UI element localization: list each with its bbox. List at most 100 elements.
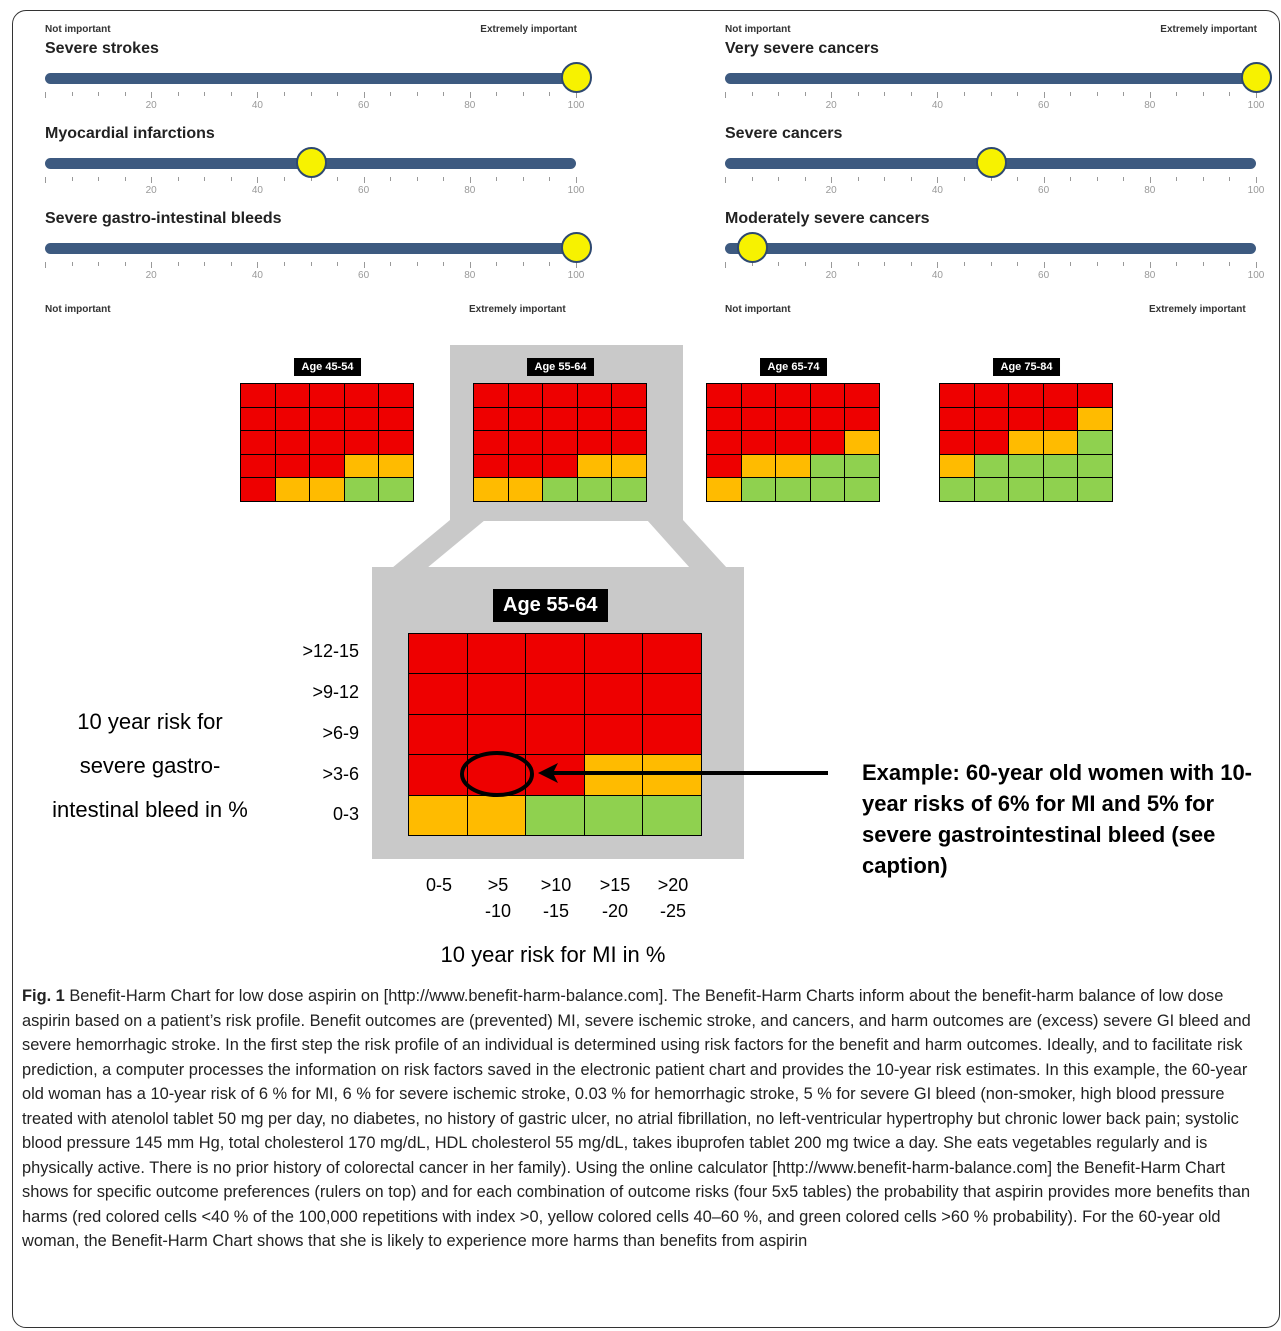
- slider-knob[interactable]: [1241, 62, 1272, 93]
- slider-knob[interactable]: [975, 147, 1007, 178]
- age-thumbnail[interactable]: Age 45-54: [240, 358, 415, 502]
- slider-severe-cancers[interactable]: Severe cancers 20 40 60 80 100: [725, 109, 1264, 205]
- slider-track[interactable]: [45, 73, 576, 84]
- slider-tick: [1229, 177, 1231, 181]
- slider-tick: [1229, 262, 1231, 266]
- col-label: 0-5: [425, 875, 452, 895]
- slider-tick: [230, 262, 232, 266]
- grid-cell: [776, 454, 810, 478]
- grid-cell: [845, 407, 879, 431]
- slider-tick-label: 20: [825, 100, 837, 111]
- extremely-important-label: Extremely important: [1160, 24, 1257, 35]
- slider-tick-label: 40: [251, 270, 263, 281]
- slider-tick: [857, 92, 859, 96]
- slider-tick: [990, 177, 992, 181]
- slider-tick: [1202, 177, 1204, 181]
- slider-tick: [443, 177, 445, 181]
- grid-cell: [241, 454, 275, 478]
- slider-tick-label: 80: [1144, 100, 1156, 111]
- grid-cell: [467, 674, 526, 714]
- slider-moderately-severe-cancers[interactable]: Moderately severe cancers 20 40 60 80 100: [725, 194, 1264, 290]
- grid-cell: [275, 431, 310, 454]
- grid-cell: [379, 407, 413, 431]
- slider-tick: [1256, 92, 1257, 98]
- grid-cell: [1043, 384, 1078, 407]
- slider-tick: [831, 262, 833, 268]
- col-label: >20 -25: [657, 875, 689, 921]
- slider-tick: [937, 262, 939, 268]
- row-label: 0-3: [332, 804, 359, 824]
- zoomed-benefit-harm-grid: [408, 633, 702, 836]
- slider-tick: [857, 262, 859, 266]
- grid-cell: [810, 478, 845, 501]
- age-thumbnail[interactable]: Age 55-64: [473, 358, 648, 502]
- grid-cell: [409, 795, 467, 835]
- slider-knob[interactable]: [561, 62, 592, 93]
- slider-track[interactable]: [725, 73, 1256, 84]
- slider-tick-label: 20: [145, 185, 157, 196]
- slider-myocardial-infarctions[interactable]: Myocardial infarctions 20 40 60 80 100: [45, 109, 584, 205]
- slider-tick-label: 100: [567, 100, 585, 111]
- row-label: >9-12: [312, 682, 359, 702]
- slider-tick: [522, 92, 524, 96]
- x-axis-title: 10 year risk for MI in %: [440, 942, 666, 967]
- grid-cell: [409, 634, 467, 674]
- slider-tick: [725, 177, 726, 183]
- not-important-label: Not important: [45, 304, 111, 315]
- grid-cell: [474, 454, 508, 478]
- thumbnail-title: Age 55-64: [526, 358, 595, 376]
- slider-tick: [522, 177, 524, 181]
- slider-tick-label: 80: [464, 100, 476, 111]
- grid-cell: [612, 431, 646, 454]
- slider-tick: [963, 92, 965, 96]
- slider-tick: [1096, 177, 1098, 181]
- slider-tick: [884, 262, 886, 266]
- slider-tick: [778, 262, 780, 266]
- age-thumbnail[interactable]: Age 75-84: [939, 358, 1114, 502]
- grid-cell: [275, 407, 310, 431]
- slider-very-severe-cancers[interactable]: Not important Extremely important Very s…: [725, 24, 1272, 120]
- slider-knob[interactable]: [295, 147, 327, 178]
- slider-tick-label: 40: [251, 100, 263, 111]
- grid-cell: [577, 478, 612, 501]
- slider-tick: [443, 262, 445, 266]
- slider-tick: [416, 92, 418, 96]
- slider-tick: [751, 177, 753, 181]
- slider-tick: [576, 92, 577, 98]
- slider-tick: [1043, 92, 1045, 98]
- slider-knob[interactable]: [736, 232, 768, 263]
- slider-tick: [549, 262, 551, 266]
- row-label: >3-6: [322, 764, 359, 784]
- grid-cell: [776, 407, 810, 431]
- grid-cell: [612, 478, 646, 501]
- grid-cell: [543, 431, 577, 454]
- slider-tick-label: 60: [1038, 100, 1050, 111]
- slider-tick: [204, 262, 206, 266]
- slider-title: Moderately severe cancers: [725, 210, 930, 227]
- grid-cell: [344, 384, 379, 407]
- slider-tick-label: 100: [1247, 185, 1265, 196]
- slider-tick: [71, 177, 73, 181]
- slider-severe-gi-bleeds[interactable]: Severe gastro-intestinal bleeds 20 40 60 80…: [45, 194, 592, 290]
- slider-track[interactable]: [725, 243, 1256, 254]
- slider-tick: [1043, 262, 1045, 268]
- zoom-title: Age 55-64: [493, 589, 608, 622]
- grid-cell: [379, 384, 413, 407]
- slider-tick: [725, 262, 726, 268]
- slider-tick: [1017, 177, 1019, 181]
- slider-tick: [804, 177, 806, 181]
- slider-tick: [124, 262, 126, 266]
- grid-cell: [643, 674, 701, 714]
- slider-tick: [725, 92, 726, 98]
- example-marker: [460, 751, 828, 797]
- age-thumbnail[interactable]: Age 65-74: [706, 358, 881, 502]
- slider-tick: [831, 177, 833, 183]
- slider-severe-strokes[interactable]: Not important Extremely important Severe…: [45, 24, 592, 120]
- slider-tick: [204, 177, 206, 181]
- slider-tick: [549, 92, 551, 96]
- figure-label: Fig. 1: [22, 987, 65, 1005]
- slider-tick: [778, 177, 780, 181]
- slider-tick: [910, 262, 912, 266]
- slider-track[interactable]: [45, 243, 576, 254]
- slider-knob[interactable]: [561, 232, 592, 263]
